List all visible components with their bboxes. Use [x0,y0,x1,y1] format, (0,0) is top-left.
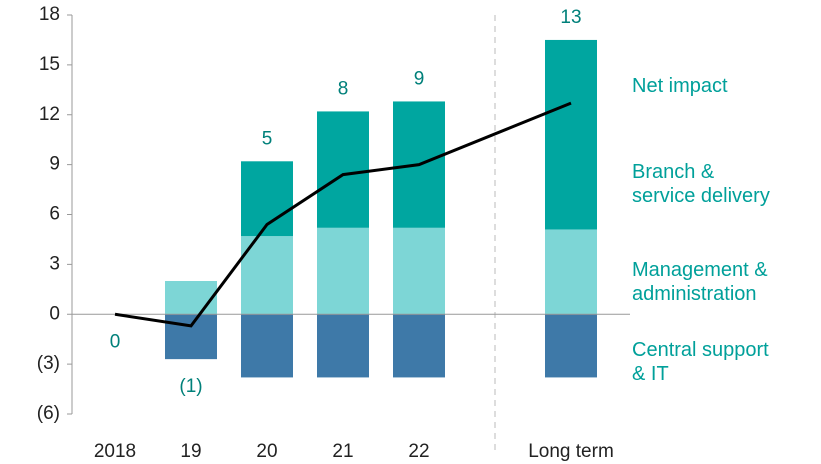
bar-segment [165,314,217,360]
legend-label: Net impact [632,75,728,97]
bar-segment [545,314,597,378]
legend-label: Management & administration [632,259,768,305]
bar-segment [317,227,369,315]
data-label: (1) [179,376,202,397]
x-tick-label: 22 [408,441,429,462]
bar-segment [317,111,369,228]
bar-segment [393,314,445,378]
bar-segment [165,281,217,315]
x-tick-label: 2018 [94,441,136,462]
y-tick-label: (6) [37,403,60,424]
y-tick-label: (3) [37,353,60,374]
bar-segment [241,314,293,378]
x-tick-label: 21 [332,441,353,462]
bars [165,39,597,378]
data-label: 13 [560,7,581,28]
bar-segment [545,39,597,230]
data-label: 9 [414,68,425,89]
y-tick-label: 12 [39,104,60,125]
y-tick-label: 3 [49,253,60,274]
bar-segment [317,314,369,378]
data-label: 8 [338,78,349,99]
legend-label: Branch & service delivery [632,161,770,207]
y-tick-label: 18 [39,4,60,25]
bar-segment [545,229,597,315]
x-tick-label: Long term [528,441,614,462]
legend-label: Central support & IT [632,339,769,385]
y-tick-label: 0 [49,303,60,324]
x-tick-label: 20 [256,441,277,462]
y-tick-label: 9 [49,154,60,175]
x-tick-label: 19 [180,441,201,462]
data-label: 0 [110,331,121,352]
net-impact-line [114,101,572,328]
y-tick-label: 6 [49,204,60,225]
data-label: 5 [262,128,273,149]
y-tick-label: 15 [39,54,60,75]
bar-segment [393,227,445,315]
